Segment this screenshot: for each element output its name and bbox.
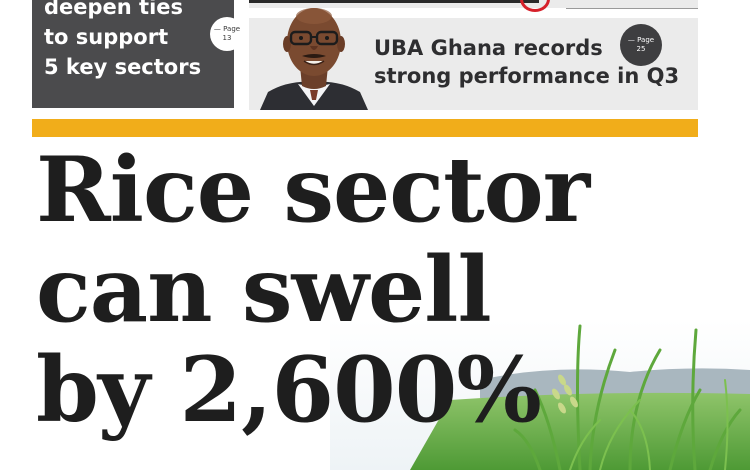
teaser-right-line: strong performance in Q3 xyxy=(374,64,680,88)
teaser-box-left[interactable]: deepen ties to support 5 key sectors — P… xyxy=(32,0,244,108)
rice-field-photo xyxy=(330,320,750,470)
teaser-left-line: to support xyxy=(44,25,169,49)
section-divider-bar xyxy=(32,119,698,137)
teaser-left-headline: deepen ties to support 5 key sectors xyxy=(44,0,201,82)
main-headline-line: by 2,600% xyxy=(36,337,542,443)
page-reference-badge: — Page 25 xyxy=(620,24,662,66)
teaser-right-headline: UBA Ghana records strong performance in … xyxy=(374,34,679,90)
page-reference-badge: — Page 13 xyxy=(210,17,244,51)
main-headline: Rice sector can swell by 2,600% xyxy=(36,137,590,443)
teaser-right-line: UBA Ghana records xyxy=(374,36,603,60)
executive-portrait-photo xyxy=(258,0,370,110)
teaser-left-line: deepen ties xyxy=(44,0,184,19)
red-logo-fragment xyxy=(520,0,550,12)
teaser-top-rule xyxy=(566,8,698,9)
teaser-top-divider xyxy=(249,0,539,3)
page-label: — Page xyxy=(213,25,241,33)
teaser-top-strip xyxy=(249,0,698,8)
page-number: 13 xyxy=(222,34,232,42)
main-headline-line: can swell xyxy=(36,237,492,343)
main-headline-line: Rice sector xyxy=(36,137,590,243)
page-label: — Page xyxy=(627,36,655,44)
teaser-left-line: 5 key sectors xyxy=(44,55,202,79)
page-number: 25 xyxy=(636,45,646,53)
